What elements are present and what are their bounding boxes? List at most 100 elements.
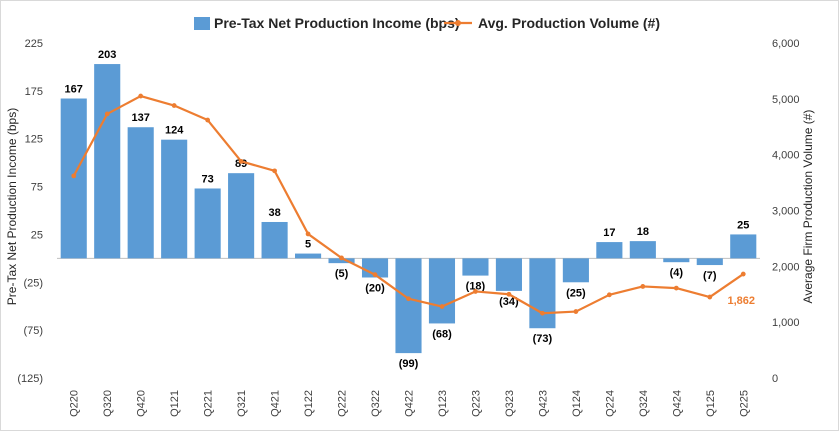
bar-data-label: 124	[165, 125, 184, 137]
bar-data-label: 25	[737, 219, 749, 231]
category-tick-label: Q224	[604, 390, 616, 417]
right-axis-tick-label: 3,000	[772, 206, 800, 218]
line-point	[406, 296, 411, 302]
left-axis-tick-label: 75	[31, 182, 43, 194]
bar-data-label: 17	[603, 227, 615, 239]
line-point	[272, 168, 277, 174]
line-point	[171, 103, 177, 108]
bar-data-label: 18	[637, 226, 649, 238]
legend-line-label: Avg. Production Volume (#)	[478, 15, 660, 31]
bar	[696, 258, 723, 266]
category-tick-label: Q323	[504, 390, 516, 417]
bar-data-label: (7)	[703, 270, 717, 282]
line-point	[640, 284, 646, 289]
category-tick-label: Q222	[337, 390, 349, 417]
legend-line-marker	[455, 20, 461, 26]
bar	[395, 258, 422, 354]
right-axis-tick-label: 4,000	[772, 150, 800, 162]
line-point	[238, 158, 244, 164]
bar	[261, 221, 288, 259]
right-axis-tick-label: 1,000	[772, 317, 800, 329]
line-point	[339, 255, 344, 261]
line-point	[673, 285, 679, 291]
line-last-data-label: 1,862	[727, 295, 755, 307]
bar	[94, 64, 121, 259]
category-tick-label: Q123	[437, 390, 449, 417]
bar-data-label: 5	[305, 239, 311, 251]
category-tick-label: Q121	[169, 390, 181, 417]
bar	[361, 258, 389, 278]
legend-bar-swatch	[194, 17, 210, 30]
category-tick-label: Q221	[203, 390, 215, 417]
bar-data-label: (4)	[670, 267, 684, 279]
bar	[730, 234, 757, 259]
bar-data-label: (73)	[533, 333, 553, 345]
bar-data-label: 203	[98, 49, 116, 61]
bar	[663, 258, 690, 263]
right-axis-tick-label: 5,000	[772, 94, 800, 106]
line-point	[71, 173, 77, 179]
category-tick-label: Q423	[537, 390, 549, 417]
line-point	[372, 272, 378, 278]
category-tick-label: Q225	[738, 390, 750, 417]
line-point	[606, 292, 612, 298]
left-axis-tick-label: 125	[25, 134, 43, 146]
line-point	[305, 231, 311, 237]
left-axis-title: Pre-Tax Net Production Income (bps)	[5, 108, 19, 305]
bar-data-label: (25)	[566, 287, 586, 299]
category-tick-label: Q424	[671, 390, 683, 417]
bar	[328, 258, 355, 264]
left-axis-tick-label: (25)	[23, 277, 43, 289]
bar	[495, 258, 522, 291]
bar-data-label: (34)	[499, 296, 519, 308]
category-tick-label: Q421	[270, 390, 282, 417]
left-axis-tick-label: 175	[25, 86, 43, 98]
right-axis-tick-label: 0	[772, 373, 778, 385]
bar	[127, 127, 154, 259]
bar-data-label: 38	[268, 207, 280, 219]
bar	[596, 242, 623, 259]
right-axis-tick-label: 6,000	[772, 38, 800, 50]
bar	[529, 258, 556, 329]
bar-data-label: (5)	[335, 268, 349, 280]
line-point	[439, 304, 445, 309]
category-tick-label: Q220	[69, 390, 81, 417]
right-axis-title: Average Firm Production Volume (#)	[801, 110, 815, 304]
bar-data-label: (18)	[466, 281, 486, 293]
category-tick-label: Q125	[705, 390, 717, 417]
bar-data-label: 137	[132, 112, 150, 124]
left-axis-tick-label: (75)	[23, 325, 43, 337]
category-tick-label: Q321	[236, 390, 248, 417]
right-axis-tick-label: 2,000	[772, 261, 800, 273]
bar	[228, 173, 255, 259]
legend-bar-label: Pre-Tax Net Production Income (bps)	[214, 15, 460, 31]
line-point	[104, 111, 110, 117]
category-tick-label: Q124	[571, 390, 583, 417]
bar	[562, 258, 589, 283]
bar-data-label: (20)	[365, 283, 385, 295]
line-point	[540, 310, 545, 316]
bar-data-label: 73	[202, 173, 214, 185]
line-point	[205, 117, 211, 123]
line-point	[573, 309, 579, 314]
bar	[60, 98, 87, 259]
bar-data-label: 167	[65, 84, 83, 96]
line-point	[138, 93, 144, 99]
left-axis-tick-label: 25	[31, 229, 43, 241]
bar	[428, 258, 456, 324]
category-tick-label: Q322	[370, 390, 382, 417]
bar	[161, 139, 188, 259]
line-point	[740, 271, 746, 277]
bar	[629, 241, 656, 259]
line-point	[506, 291, 512, 297]
bar	[462, 258, 489, 276]
bar	[295, 253, 322, 259]
bar	[194, 188, 221, 259]
category-tick-label: Q420	[136, 390, 148, 417]
line-point	[707, 294, 713, 300]
line-point	[473, 289, 478, 294]
category-tick-label: Q320	[102, 390, 114, 417]
category-tick-label: Q122	[303, 390, 315, 417]
bar-data-label: (68)	[432, 328, 452, 340]
